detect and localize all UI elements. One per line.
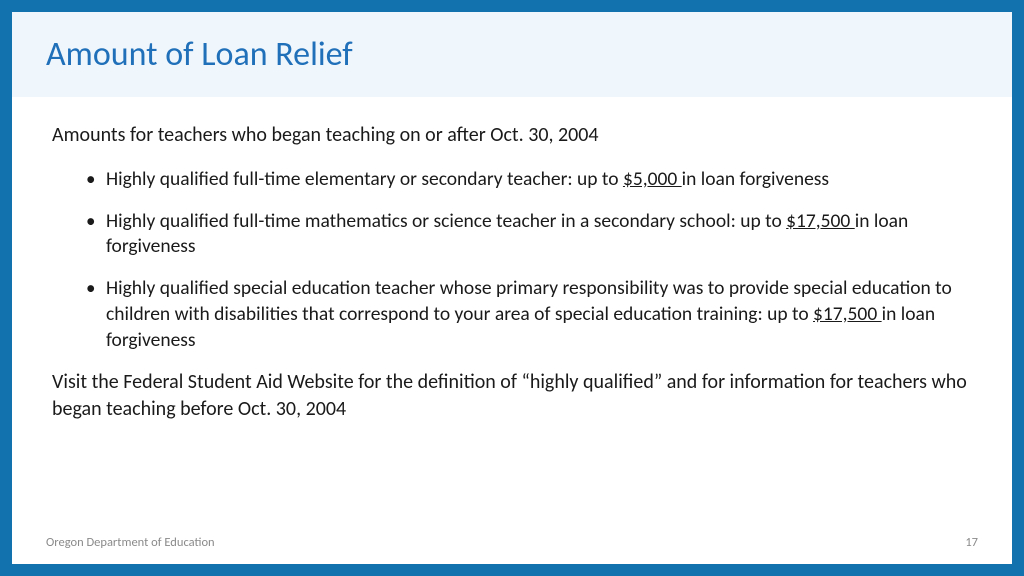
footer-org: Oregon Department of Education xyxy=(46,535,215,550)
footer-page-number: 17 xyxy=(965,535,978,550)
title-band: Amount of Loan Relief xyxy=(12,12,1012,97)
bullet-pre: Highly qualified full-time mathematics o… xyxy=(106,209,786,233)
bullet-amount: $17,500 xyxy=(813,302,882,326)
bullet-amount: $5,000 xyxy=(623,167,682,191)
slide-title: Amount of Loan Relief xyxy=(46,34,978,75)
bullet-list: Highly qualified full-time elementary or… xyxy=(52,167,972,353)
bullet-amount: $17,500 xyxy=(786,209,855,233)
bullet-pre: Highly qualified full-time elementary or… xyxy=(106,167,623,191)
list-item: Highly qualified full-time mathematics o… xyxy=(106,209,962,260)
list-item: Highly qualified full-time elementary or… xyxy=(106,167,962,193)
footer: Oregon Department of Education 17 xyxy=(46,535,978,550)
bullet-post: in loan forgiveness xyxy=(682,167,829,191)
intro-text: Amounts for teachers who began teaching … xyxy=(52,123,972,147)
closing-text: Visit the Federal Student Aid Website fo… xyxy=(52,369,972,422)
slide-body: Amounts for teachers who began teaching … xyxy=(12,97,1012,422)
list-item: Highly qualified special education teach… xyxy=(106,276,962,353)
slide: Amount of Loan Relief Amounts for teache… xyxy=(0,0,1024,576)
